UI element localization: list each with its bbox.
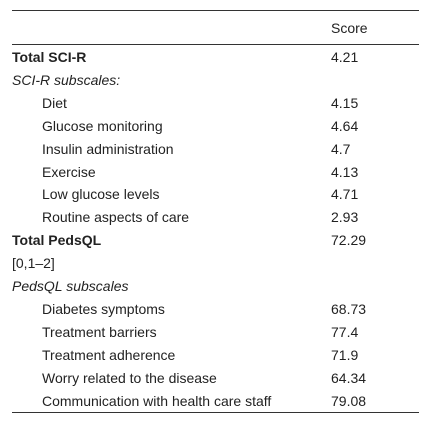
row-value: 64.34 — [331, 369, 367, 386]
top-rule — [12, 10, 419, 11]
row-value: 71.9 — [331, 346, 359, 363]
row-value: 4.71 — [331, 186, 359, 203]
row-label: Communication with health care staff — [42, 392, 272, 409]
row-label: Treatment barriers — [42, 323, 157, 340]
row-value: 72.29 — [331, 232, 367, 249]
row-value: 4.7 — [331, 140, 351, 157]
row-value: 77.4 — [331, 323, 359, 340]
row-label: Low glucose levels — [42, 186, 160, 203]
row-value: 79.08 — [331, 392, 367, 409]
row-value: 68.73 — [331, 300, 367, 317]
row-label: PedsQL subscales — [12, 278, 129, 294]
row-label: SCI-R subscales: — [12, 71, 121, 88]
row-label: Diabetes symptoms — [42, 300, 165, 317]
bottom-rule — [12, 412, 419, 413]
row-label: Routine aspects of care — [42, 209, 190, 226]
row-value: 4.64 — [331, 117, 359, 134]
row-label: Treatment adherence — [42, 346, 176, 363]
row-label: Total SCI-R — [12, 49, 87, 65]
row-label: Exercise — [42, 163, 96, 180]
row-label: Diet — [42, 94, 67, 111]
row-label: Insulin administration — [42, 140, 174, 157]
row-label: Total PedsQL — [12, 232, 102, 249]
row-label: Glucose monitoring — [42, 117, 163, 134]
row-value: 4.13 — [331, 163, 359, 180]
header-rule — [12, 44, 419, 45]
header-score: Score — [331, 20, 368, 36]
row-value: 2.93 — [331, 209, 359, 226]
row-value: 4.15 — [331, 94, 359, 111]
row-label: [0,1–2] — [12, 255, 55, 272]
row-label: Worry related to the disease — [42, 369, 217, 386]
row-value: 4.21 — [331, 49, 359, 65]
